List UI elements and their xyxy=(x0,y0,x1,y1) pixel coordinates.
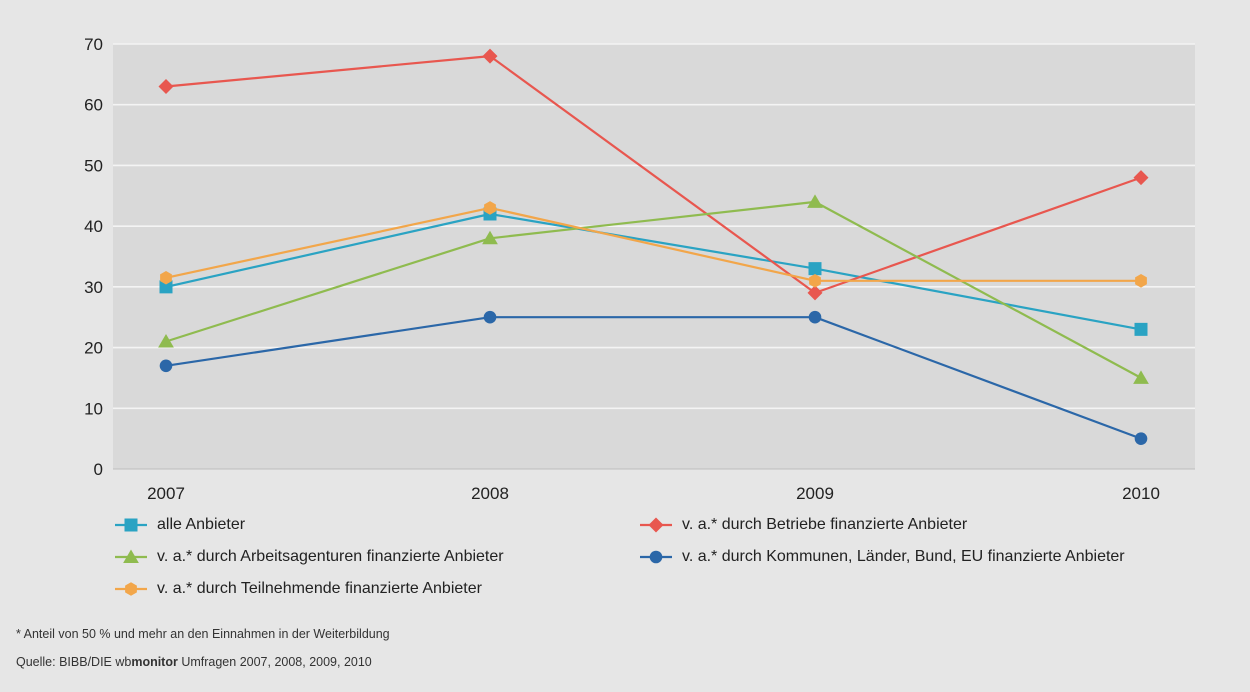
y-tick-label: 60 xyxy=(84,96,103,115)
data-point xyxy=(809,273,821,288)
legend-item-alle-anbieter: alle Anbieter xyxy=(115,512,245,538)
series-line xyxy=(165,212,1142,331)
data-point xyxy=(158,79,174,94)
y-tick-label: 20 xyxy=(84,339,103,358)
legend-label: v. a.* durch Arbeitsagenturen finanziert… xyxy=(157,548,504,565)
data-point xyxy=(160,270,172,285)
legend-label: alle Anbieter xyxy=(157,516,246,533)
data-point xyxy=(1135,273,1147,288)
data-point xyxy=(1133,370,1149,384)
series-line xyxy=(165,206,1141,282)
legend-marker xyxy=(125,582,137,596)
data-point xyxy=(483,310,497,324)
legend-label: v. a.* durch Teilnehmende finanzierte An… xyxy=(157,580,482,597)
x-tick-label: 2009 xyxy=(796,484,834,503)
legend-marker xyxy=(123,549,139,563)
legend-marker-circle-icon xyxy=(640,550,672,564)
data-point xyxy=(807,194,823,208)
data-point xyxy=(1134,432,1148,445)
y-tick-label: 0 xyxy=(94,460,103,479)
series-1 xyxy=(158,48,1149,301)
legend-item-betriebe: v. a.* durch Betriebe finanzierte Anbiet… xyxy=(640,512,967,538)
series-2 xyxy=(158,194,1149,384)
data-point xyxy=(482,230,498,245)
data-point xyxy=(1134,322,1148,336)
legend-marker-diamond-icon xyxy=(640,517,672,533)
source-brand: monitor xyxy=(131,655,178,669)
series-line xyxy=(165,316,1142,440)
legend-marker xyxy=(124,518,138,532)
legend-marker-square-icon xyxy=(115,518,147,532)
y-tick-label: 30 xyxy=(84,278,103,297)
legend-marker xyxy=(648,517,664,533)
source-suffix: Umfragen 2007, 2008, 2009, 2010 xyxy=(177,655,372,669)
y-tick-label: 70 xyxy=(84,35,103,54)
series-line xyxy=(165,200,1142,379)
footnote: * Anteil von 50 % und mehr an den Einnah… xyxy=(16,627,390,641)
data-point xyxy=(159,280,173,294)
plot-area xyxy=(113,44,1195,469)
source-note: Quelle: BIBB/DIE wbmonitor Umfragen 2007… xyxy=(16,655,372,669)
data-point xyxy=(484,201,496,215)
y-tick-label: 10 xyxy=(84,399,103,418)
data-point xyxy=(807,285,823,301)
chart-legend: alle Anbieter v. a.* durch Betriebe fina… xyxy=(115,512,1235,602)
source-prefix: Quelle: BIBB/DIE wb xyxy=(16,655,132,669)
legend-marker xyxy=(649,550,663,564)
x-tick-label: 2008 xyxy=(471,484,509,503)
series-line xyxy=(165,54,1142,294)
data-point xyxy=(808,262,822,276)
data-point xyxy=(159,359,173,373)
y-tick-label: 50 xyxy=(84,156,103,175)
legend-item-kommunen: v. a.* durch Kommunen, Länder, Bund, EU … xyxy=(640,544,1125,570)
legend-label: v. a.* durch Kommunen, Länder, Bund, EU … xyxy=(682,548,1125,565)
legend-marker-triangle-icon xyxy=(115,549,147,563)
legend-label: v. a.* durch Betriebe finanzierte Anbiet… xyxy=(682,516,968,533)
x-tick-label: 2010 xyxy=(1122,484,1160,503)
data-point xyxy=(808,310,822,324)
x-tick-label: 2007 xyxy=(147,484,185,503)
line-chart: 0 10 20 30 40 50 60 70 2007 2008 2009 2010 xyxy=(84,35,1195,503)
data-point xyxy=(1133,170,1149,186)
series-3 xyxy=(159,310,1148,445)
data-point xyxy=(158,334,174,348)
legend-marker-hexagon-icon xyxy=(115,582,147,596)
legend-item-arbeitsagenturen: v. a.* durch Arbeitsagenturen finanziert… xyxy=(115,544,504,570)
y-tick-label: 40 xyxy=(84,217,103,236)
series-4 xyxy=(160,201,1147,288)
data-point xyxy=(482,48,498,64)
legend-item-teilnehmende: v. a.* durch Teilnehmende finanzierte An… xyxy=(115,576,482,602)
